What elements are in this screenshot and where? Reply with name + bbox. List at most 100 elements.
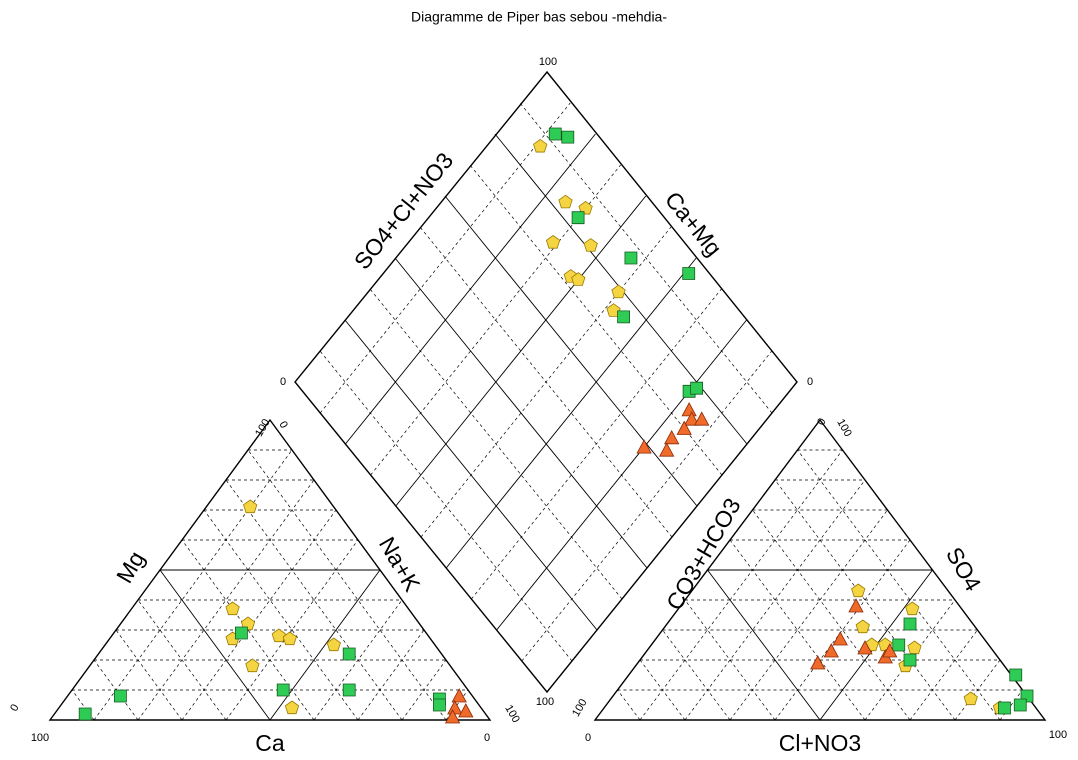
grid-line bbox=[181, 509, 337, 721]
grid-line bbox=[999, 689, 1023, 721]
data-point bbox=[114, 689, 127, 703]
triangle-frame bbox=[593, 418, 1047, 721]
tick-label: 100 bbox=[502, 703, 522, 725]
grid-line bbox=[137, 599, 227, 721]
data-point bbox=[682, 267, 696, 280]
grid-line bbox=[617, 689, 641, 721]
grid-line bbox=[420, 226, 672, 538]
data-point bbox=[855, 619, 870, 634]
frames bbox=[48, 70, 1047, 721]
data-point bbox=[905, 601, 920, 616]
grid-line bbox=[444, 195, 698, 507]
tick-label: 0 bbox=[815, 416, 828, 427]
data-point bbox=[447, 700, 463, 715]
tick-label: 100 bbox=[570, 697, 590, 719]
tick-label: 0 bbox=[585, 732, 591, 744]
data-point bbox=[624, 251, 638, 265]
axis-label: Ca bbox=[255, 730, 285, 756]
tick-label: 100 bbox=[539, 56, 557, 68]
grid-line bbox=[662, 629, 731, 721]
data-point bbox=[245, 658, 260, 673]
data-point bbox=[690, 381, 704, 395]
grid-line bbox=[752, 509, 911, 721]
data-point bbox=[533, 138, 548, 153]
data-point bbox=[284, 700, 300, 715]
tick-label: 100 bbox=[834, 417, 854, 439]
data-point bbox=[659, 442, 675, 457]
data-point bbox=[676, 420, 692, 435]
grid-line bbox=[225, 479, 403, 721]
axis-label: CO3+HCO3 bbox=[661, 494, 746, 615]
grid-line bbox=[369, 288, 623, 600]
grid-line bbox=[954, 659, 1001, 721]
axis-label: SO4+Cl+NO3 bbox=[349, 147, 459, 274]
grid-line bbox=[445, 257, 697, 569]
data-point bbox=[857, 640, 873, 655]
triangle-frame bbox=[48, 418, 492, 721]
data-point bbox=[276, 683, 290, 697]
data-point bbox=[282, 631, 297, 646]
data-point bbox=[240, 616, 256, 631]
grid-line bbox=[203, 509, 359, 721]
data-point bbox=[684, 411, 700, 426]
data-point bbox=[823, 643, 839, 658]
data-point bbox=[664, 429, 680, 445]
data-point bbox=[903, 653, 917, 667]
data-point bbox=[571, 211, 585, 225]
data-point bbox=[851, 583, 866, 598]
grid-line bbox=[684, 599, 776, 721]
data-point bbox=[848, 598, 864, 613]
data-point bbox=[243, 499, 258, 514]
data-point bbox=[617, 310, 630, 324]
data-point bbox=[225, 601, 240, 616]
data-point bbox=[892, 638, 906, 652]
grid-line bbox=[394, 257, 648, 569]
data-point bbox=[583, 238, 598, 252]
grid-line bbox=[93, 449, 293, 721]
grid-line bbox=[345, 133, 596, 445]
grid-line bbox=[319, 102, 571, 414]
grid-line bbox=[159, 569, 271, 721]
data-point bbox=[578, 200, 593, 215]
grid-line bbox=[707, 569, 821, 721]
grid-line bbox=[521, 350, 773, 662]
data-point bbox=[234, 626, 248, 640]
axis-label: SO4 bbox=[941, 543, 987, 596]
grid-line bbox=[395, 195, 647, 507]
data-point bbox=[458, 703, 474, 718]
grid-line bbox=[909, 629, 978, 721]
data-point bbox=[1013, 698, 1027, 712]
grid-line bbox=[137, 479, 315, 721]
data-point bbox=[326, 637, 341, 652]
grid-line bbox=[401, 659, 447, 721]
axis-label: Na+K bbox=[374, 532, 426, 596]
grid-line bbox=[319, 350, 573, 662]
data-point bbox=[810, 655, 826, 670]
grid-line bbox=[247, 449, 447, 721]
labels: Ca Mg Na+K 100 0 100 0 0 100 Cl+NO3 CO3+HCO3 SO4 0 10… bbox=[8, 56, 1067, 756]
data-point bbox=[342, 683, 356, 697]
data-point bbox=[963, 691, 978, 706]
tick-label: 100 bbox=[31, 732, 49, 744]
chart-title: Diagramme de Piper bas sebou -mehdia- bbox=[411, 9, 667, 25]
data-point bbox=[432, 698, 446, 712]
data-point bbox=[571, 272, 586, 286]
data-point bbox=[636, 439, 652, 454]
data-point bbox=[903, 617, 917, 631]
data-point bbox=[882, 643, 898, 658]
diamond-frame bbox=[294, 70, 798, 694]
data-point bbox=[832, 631, 848, 646]
data-point bbox=[271, 628, 286, 643]
grid-line bbox=[115, 629, 183, 721]
data-point bbox=[694, 411, 710, 426]
tick-label: 0 bbox=[276, 419, 289, 430]
data-point bbox=[78, 707, 92, 721]
grid bbox=[71, 102, 1023, 721]
grid-line bbox=[471, 288, 722, 600]
data-point bbox=[606, 303, 621, 317]
grid-line bbox=[639, 659, 686, 721]
tick-label: 0 bbox=[807, 376, 813, 388]
axis-label: Cl+NO3 bbox=[779, 730, 861, 756]
grid-line bbox=[357, 629, 425, 721]
